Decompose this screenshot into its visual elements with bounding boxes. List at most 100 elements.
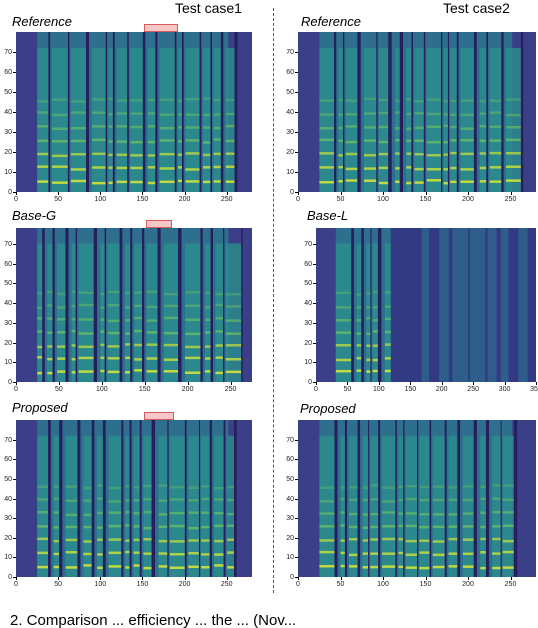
x-tick-label: 200 — [462, 581, 474, 588]
spectrogram-image — [298, 420, 536, 577]
y-tick-label: 0 — [8, 574, 12, 581]
spectrogram — [298, 420, 536, 577]
x-tick-label: 50 — [336, 196, 345, 203]
y-tick-mark — [13, 342, 16, 344]
x-tick-mark — [410, 382, 412, 385]
y-tick-label: 10 — [4, 554, 12, 562]
x-tick-label: 0 — [14, 386, 18, 393]
y-tick-mark — [13, 152, 16, 153]
x-tick-label: 150 — [136, 581, 149, 588]
spectrogram-image — [316, 228, 536, 382]
x-tick-mark — [58, 192, 60, 195]
y-tick-label: 40 — [286, 109, 294, 116]
y-tick-label: 60 — [4, 69, 12, 76]
y-tick-label: 30 — [4, 129, 12, 136]
y-tick-mark — [295, 192, 298, 193]
x-tick-mark — [100, 577, 102, 580]
x-tick-mark — [425, 192, 427, 195]
y-tick-label: 0 — [308, 379, 312, 386]
x-tick-mark — [347, 382, 349, 385]
column-divider — [273, 8, 274, 593]
x-tick-mark — [184, 577, 186, 580]
y-tick-mark — [313, 283, 316, 285]
x-tick-label: 0 — [314, 386, 318, 393]
spectrogram-image — [298, 32, 536, 192]
test-case1-title: Test case1 — [175, 0, 242, 16]
y-tick-label: 10 — [4, 169, 12, 176]
y-tick-label: 20 — [286, 534, 294, 542]
y-tick-mark — [295, 172, 298, 173]
y-tick-label: 40 — [304, 300, 312, 308]
y-tick-label: 70 — [4, 49, 12, 56]
y-tick-mark — [295, 478, 298, 480]
x-tick-label: 250 — [504, 581, 517, 588]
y-tick-mark — [295, 72, 298, 73]
label-reference-right: Reference — [301, 14, 361, 29]
y-tick-mark — [295, 92, 298, 93]
figure-caption: 2. Comparison ... efficiency ... the ...… — [10, 612, 297, 628]
y-tick-label: 30 — [286, 129, 294, 136]
x-tick-mark — [378, 382, 380, 385]
y-tick-mark — [13, 263, 16, 265]
y-tick-label: 20 — [4, 149, 12, 156]
x-tick-mark — [16, 577, 17, 580]
x-tick-label: 250 — [220, 581, 233, 588]
spectrogram-image — [16, 228, 252, 382]
y-tick-mark — [295, 498, 298, 500]
spectrogram — [16, 32, 252, 192]
highlight-marker — [146, 220, 173, 228]
x-tick-mark — [340, 192, 342, 195]
spectrogram — [16, 420, 252, 577]
x-tick-mark — [383, 577, 384, 580]
x-tick-label: 250 — [224, 386, 237, 393]
y-tick-mark — [313, 322, 316, 324]
x-tick-label: 50 — [55, 386, 63, 393]
y-tick-mark — [13, 478, 16, 480]
x-tick-mark — [142, 577, 144, 580]
y-tick-mark — [13, 382, 16, 383]
x-tick-mark — [510, 577, 512, 580]
y-tick-mark — [295, 439, 298, 441]
y-tick-mark — [13, 322, 16, 324]
y-tick-label: 40 — [4, 109, 12, 116]
spectrogram — [16, 228, 252, 382]
y-tick-label: 20 — [286, 149, 294, 156]
y-tick-mark — [313, 342, 316, 344]
y-tick-label: 50 — [286, 89, 294, 96]
x-tick-label: 350 — [530, 386, 538, 393]
x-tick-mark — [58, 577, 60, 580]
y-tick-mark — [313, 303, 316, 305]
y-tick-mark — [13, 518, 16, 520]
y-tick-mark — [13, 243, 16, 245]
y-tick-mark — [295, 112, 298, 113]
y-tick-label: 20 — [4, 534, 12, 542]
x-tick-mark — [142, 192, 144, 195]
x-tick-label: 0 — [14, 196, 18, 203]
x-tick-label: 50 — [336, 581, 345, 588]
y-tick-label: 50 — [4, 280, 12, 288]
y-tick-label: 50 — [286, 475, 294, 483]
y-tick-label: 70 — [286, 49, 294, 56]
y-tick-mark — [13, 112, 16, 113]
x-tick-mark — [383, 192, 384, 195]
x-tick-label: 300 — [498, 386, 511, 393]
y-tick-label: 0 — [290, 574, 294, 581]
y-tick-label: 30 — [4, 515, 12, 523]
y-tick-label: 70 — [4, 436, 12, 444]
y-tick-label: 70 — [286, 436, 294, 444]
y-tick-mark — [295, 152, 298, 153]
y-tick-label: 0 — [8, 379, 12, 386]
y-tick-mark — [295, 537, 298, 539]
y-tick-mark — [13, 92, 16, 93]
y-tick-label: 30 — [304, 319, 312, 327]
x-tick-mark — [468, 192, 469, 195]
y-tick-mark — [313, 263, 316, 265]
x-tick-mark — [298, 577, 299, 580]
y-tick-mark — [313, 243, 316, 245]
x-tick-label: 150 — [419, 196, 432, 203]
y-tick-mark — [13, 557, 16, 559]
x-tick-mark — [473, 382, 475, 385]
x-tick-label: 100 — [377, 196, 389, 203]
x-tick-label: 250 — [467, 386, 479, 393]
